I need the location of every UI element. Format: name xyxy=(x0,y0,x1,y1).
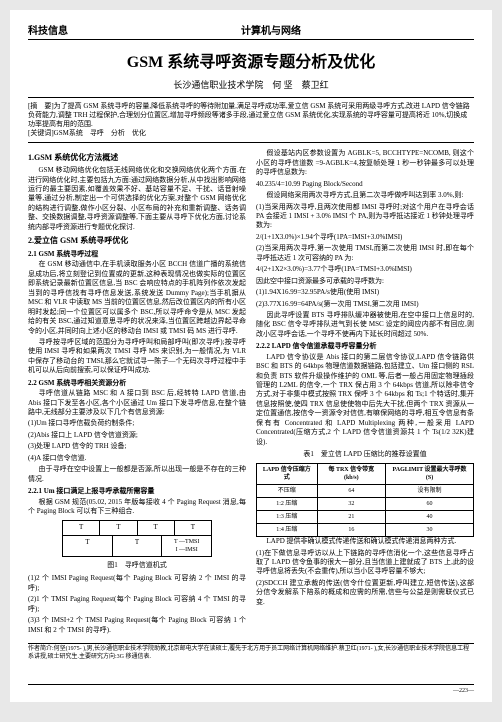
list-item: (3)处理 LAPD 信令的 TRH 设备; xyxy=(28,442,246,451)
para: LAPD 信令协议是 Abis 接口的第二层信令协议,LAPD 信令链路供 BS… xyxy=(256,353,474,447)
section-222-heading: 2.2.2 LAPD 信令信道承载寻呼容量分析 xyxy=(256,342,474,351)
table-header: 每 TRX 信令带宽 (kb/s) xyxy=(317,463,386,484)
header-left: 科技信息 xyxy=(28,22,68,37)
left-column: 1.GSM 系统优化方法概述 GSM 移动网络优化包括无线网络优化和交换网络优化… xyxy=(28,149,246,637)
list-item: (3)3 个 IMSI+2 个 TMSI Paging Request(每个 P… xyxy=(28,616,246,635)
diagram-cell: T xyxy=(175,521,211,534)
table-cell: 1:3 压缩 xyxy=(257,510,318,523)
list-item: (2)3.77X16.99=64PA/s(第一次用 TMSI,第二次用 IMSI… xyxy=(256,300,474,309)
para: GSM 移动网络优化包括无线网络优化和交换网络优化两个方面.在进行网络优化时,主… xyxy=(28,166,246,232)
diagram-cell: T xyxy=(100,521,137,534)
list-item: (1)在下做信息寻呼访以从上下链路的寻呼信消化一个,这些信息寻呼占取了 LAPD… xyxy=(256,549,474,577)
diagram-note: T —TMSI I —IMSI xyxy=(162,536,211,556)
list-item: (4)A 接口信令信道. xyxy=(28,454,246,463)
formula: 40.235/4=10.99 Paging Block/Second xyxy=(256,180,474,189)
diagram-cell: T xyxy=(63,521,100,534)
figure-1-caption: 图1 寻呼信道机式 xyxy=(28,561,246,570)
table-cell: 30 xyxy=(386,523,474,536)
table-1-title: 表1 爱立信 LAPD 压缩比的推荐设置值 xyxy=(256,450,474,459)
diagram-cell: T xyxy=(138,521,175,534)
para: 假设基站内区参数设置为 AGBLK=5, BCCHTYPE=NCOMB, 则这个… xyxy=(256,149,474,177)
para: 根据 GSM 规范(05.02, 2015 年版每接收 4 个 Paging R… xyxy=(28,498,246,517)
para: 由于寻呼在空中设置上一般都是否源,所以出现一般是不存在的三种情况. xyxy=(28,465,246,484)
list-item: 因此空中接口资源最多可承载的寻呼数为: xyxy=(256,277,474,286)
para: 寻呼按寻呼区域的范围分为寻呼呼叫和局部呼叫(即次寻呼);按寻呼使用 IMSI 寻… xyxy=(28,338,246,376)
list-item: (1)当采用两次寻呼,且两次使用都 IMSI 寻呼时;对这个用户在寻呼会话 PA… xyxy=(256,203,474,231)
formula: 2/(1+1X3.0%)×1.94个寻呼(1PA=IMSI+3.0%IMSI) xyxy=(256,233,474,242)
table-cell: 40 xyxy=(386,510,474,523)
authors: 长沙通信职业技术学院 何 坚 蔡卫红 xyxy=(28,78,474,91)
table-cell: 1:4 压缩 xyxy=(257,523,318,536)
keywords: [关键词]GSM系统 寻呼 分析 优化 xyxy=(28,129,474,138)
table-cell: 16 xyxy=(317,523,386,536)
table-cell: 没有限制 xyxy=(386,484,474,497)
table-header: LAPD 信令压缩方式 xyxy=(257,463,318,484)
abstract-text: [摘 要]为了提高 GSM 系统寻呼的容量,降低系统寻呼的等待附加量,满足寻呼成… xyxy=(28,102,474,129)
formula: 4/(2+1X2×3.0%)=3.77个寻呼(1PA=TMSI+3.0%IMSI… xyxy=(256,265,474,274)
figure-1: T T T T T T T —TMSI I —IMSI xyxy=(62,520,212,557)
para: 在 GSM 移动通信中,在手机读取服务小区 BCCH 信道广播的系统信息成功后,… xyxy=(28,260,246,336)
table-cell: 32 xyxy=(317,497,386,510)
list-item: (2)SDCCH 建立承裁的传送(信令什位置更新,呼叫建立,短信传送),这部分信… xyxy=(256,579,474,607)
diagram-cell: T xyxy=(63,536,113,556)
section-21-heading: 2.1 GSM 系统寻呼过程 xyxy=(28,250,246,259)
formula: (1)1.94X16.99=32.95PA/s使用(使用 IMSI) xyxy=(256,288,474,297)
para: 寻呼信道从链路 MSC 和 A 接口到 BSC 后,经转特 LAPD 信道,由 … xyxy=(28,389,246,417)
section-221-heading: 2.2.1 Um 接口满足上报寻呼承载所需容量 xyxy=(28,487,246,496)
list-item: (2)1 个 TMSI Paging Request(每个 Paging Blo… xyxy=(28,595,246,614)
list-item: (2)当采用两次寻呼,第一次使用 TMSI,而第二次使用 IMSI 时,即在每个… xyxy=(256,244,474,263)
para: 因此寻呼设置 BTS 寻呼排队缓冲器被使用,在空中接口上信息时的,随化 BSC … xyxy=(256,311,474,339)
page-number: —223— xyxy=(453,688,474,694)
author-bio: 作者简介:何坚(1975- ),男,长沙通信职业技术学院助教,北京邮电大学在读硕… xyxy=(28,643,474,662)
para: 假设网络采用两次寻呼方式,且第二次寻呼做呼叫达到率 3.0%,则: xyxy=(256,191,474,200)
right-column: 假设基站内区参数设置为 AGBLK=5, BCCHTYPE=NCOMB, 则这个… xyxy=(256,149,474,637)
section-2-heading: 2.爱立信 GSM 系统寻呼优化 xyxy=(28,236,246,247)
table-cell: 1:2 压缩 xyxy=(257,497,318,510)
section-1-heading: 1.GSM 系统优化方法概述 xyxy=(28,153,246,164)
list-item: (1)Um 接口寻呼信载负荷约制条件; xyxy=(28,419,246,428)
diagram-cell: T xyxy=(113,536,163,556)
abstract: [摘 要]为了提高 GSM 系统寻呼的容量,降低系统寻呼的等待附加量,满足寻呼成… xyxy=(28,97,474,143)
list-item: (1)2 个 IMSI Paging Request(每个 Paging Blo… xyxy=(28,574,246,593)
table-cell: 不压缩 xyxy=(257,484,318,497)
para: LAPD 提供非确认模式传递传送和确认模式传递消息两种方式. xyxy=(256,537,474,546)
table-cell: 60 xyxy=(386,497,474,510)
table-header: PAGLIMIT 设置最大寻呼数(S) xyxy=(386,463,474,484)
table-cell: 64 xyxy=(317,484,386,497)
section-22-heading: 2.2 GSM 系统寻呼相关资源分析 xyxy=(28,379,246,388)
table-cell: 21 xyxy=(317,510,386,523)
list-item: (2)Abis 接口上 LAPD 信令信道资源; xyxy=(28,431,246,440)
table-1: LAPD 信令压缩方式 每 TRX 信令带宽 (kb/s) PAGLIMIT 设… xyxy=(256,463,474,538)
paper-title: GSM 系统寻呼资源专题分析及优化 xyxy=(28,48,474,72)
header-center: 计算机与网络 xyxy=(241,22,301,37)
